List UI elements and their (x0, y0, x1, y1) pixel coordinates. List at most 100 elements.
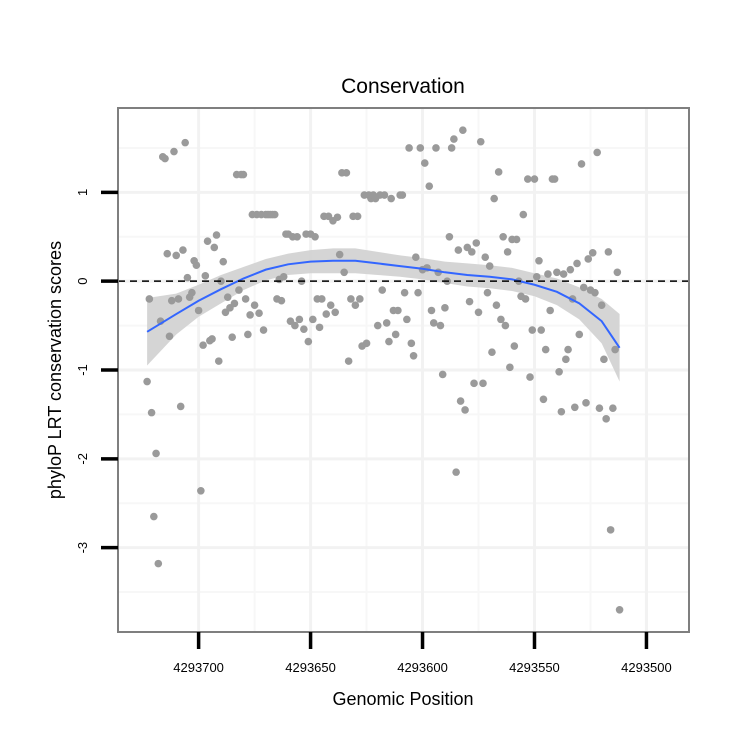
data-point (147, 408, 156, 417)
data-point (490, 194, 498, 203)
data-point (416, 144, 425, 152)
data-point (255, 309, 263, 317)
data-point (228, 333, 236, 341)
chart-title: Conservation (341, 75, 465, 98)
data-point (219, 257, 228, 266)
data-point (414, 288, 422, 297)
data-point (163, 249, 172, 258)
data-point (387, 194, 395, 203)
data-point (602, 415, 610, 423)
data-point (212, 231, 221, 239)
data-point (295, 315, 304, 324)
data-point (454, 246, 463, 254)
x-tick-label: 4293600 (397, 660, 448, 675)
x-tick-label: 4293500 (621, 660, 672, 675)
data-point (459, 126, 467, 135)
data-point (403, 315, 411, 324)
data-point (373, 321, 382, 330)
data-point (432, 144, 440, 152)
data-point (380, 191, 389, 199)
data-point (188, 288, 196, 297)
data-point (573, 259, 581, 268)
data-point (326, 301, 335, 309)
data-point (499, 232, 507, 241)
data-point (562, 355, 570, 364)
data-point (611, 345, 619, 354)
data-point (521, 295, 530, 303)
data-point (526, 373, 534, 381)
data-point (304, 337, 313, 346)
data-point (179, 246, 187, 254)
data-point (400, 288, 409, 297)
data-point (557, 407, 566, 416)
data-point (291, 321, 299, 330)
data-point (167, 296, 176, 305)
data-point (322, 310, 331, 318)
data-point (183, 273, 192, 282)
data-point (152, 449, 160, 458)
data-point (194, 306, 203, 315)
data-point (530, 175, 539, 183)
data-point (555, 367, 563, 376)
data-point (593, 148, 601, 157)
data-point (315, 323, 324, 332)
data-point (165, 332, 174, 341)
data-point (476, 137, 485, 146)
data-point (378, 286, 387, 294)
data-point (239, 170, 248, 179)
data-point (595, 404, 604, 412)
data-point (277, 296, 286, 305)
data-point (246, 311, 254, 319)
data-point (340, 268, 348, 277)
data-point (452, 468, 460, 476)
data-point (362, 339, 371, 348)
data-point (398, 191, 407, 199)
y-tick-label: 1 (75, 189, 90, 196)
data-point (479, 379, 487, 388)
data-point (503, 248, 512, 256)
data-point (588, 248, 597, 257)
data-point (199, 341, 207, 349)
data-point (566, 265, 575, 274)
data-point (235, 286, 243, 294)
data-point (577, 160, 586, 168)
data-point (470, 379, 478, 388)
data-point (300, 325, 308, 333)
data-point (210, 243, 219, 252)
data-point (606, 526, 615, 534)
data-point (532, 272, 541, 281)
y-tick-label: 0 (75, 278, 90, 285)
data-point (546, 306, 554, 315)
data-point (523, 175, 532, 183)
data-point (145, 295, 154, 303)
data-point (597, 301, 606, 309)
data-point (494, 168, 503, 176)
x-axis-ticks: 4293700 4293650 4293600 4293550 4293500 (173, 632, 672, 675)
data-point (407, 339, 416, 348)
data-point (575, 330, 584, 339)
data-point (259, 326, 268, 334)
data-point (197, 486, 205, 495)
data-point (201, 272, 210, 280)
data-point (150, 512, 158, 521)
data-point (429, 319, 438, 327)
data-point (333, 213, 342, 222)
data-point (474, 308, 483, 317)
y-tick-label: -2 (75, 453, 90, 465)
data-point (427, 306, 436, 315)
data-point (510, 342, 519, 350)
data-point (311, 232, 319, 241)
data-point (609, 404, 617, 412)
data-point (351, 301, 360, 309)
data-point (461, 406, 469, 414)
data-point (214, 357, 223, 365)
data-point (409, 351, 418, 360)
data-point (412, 253, 420, 262)
data-point (181, 138, 189, 147)
data-point (445, 232, 454, 241)
data-point (391, 330, 400, 339)
data-point (467, 248, 476, 256)
smooth-line-layer (146, 259, 621, 349)
data-point (600, 355, 608, 364)
data-point (488, 348, 496, 357)
